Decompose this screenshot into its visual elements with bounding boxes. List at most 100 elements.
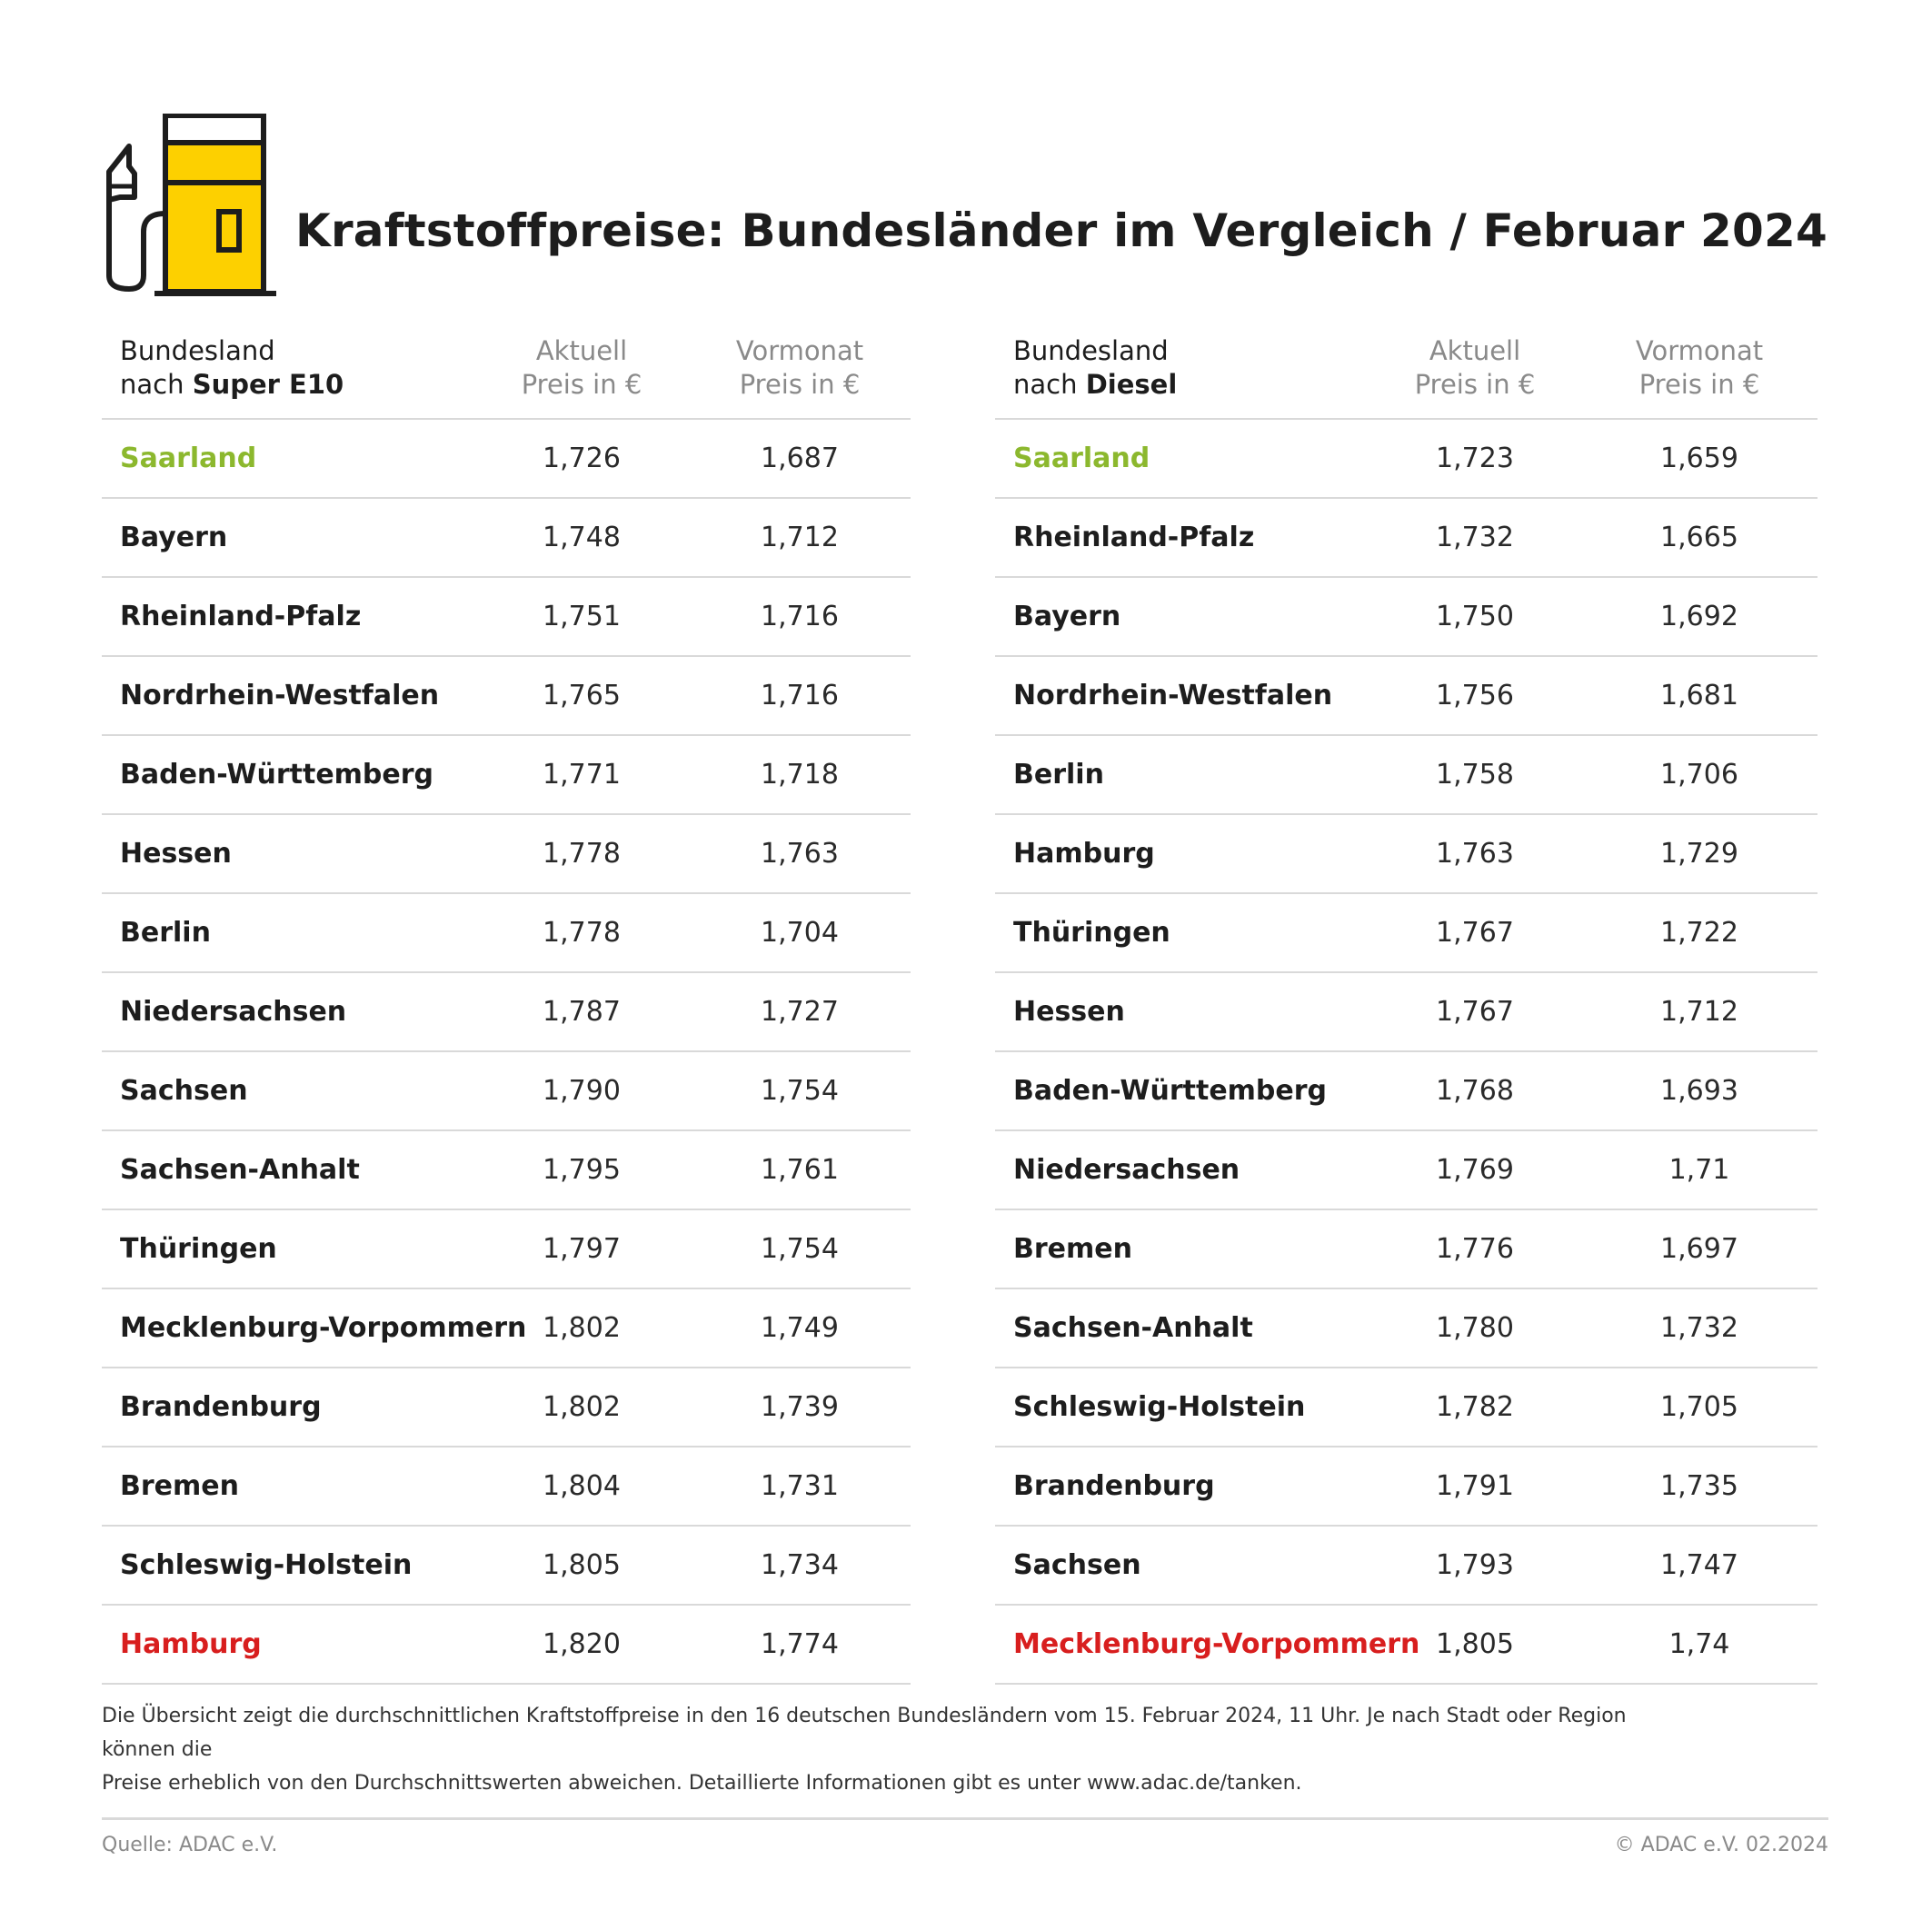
previous-price: 1,735	[1660, 1470, 1738, 1502]
column-header-aktuell: Aktuell Preis in €	[1414, 335, 1536, 400]
previous-price: 1,763	[761, 838, 839, 870]
column-header-aktuell: Aktuell Preis in €	[521, 335, 642, 400]
previous-price: 1,732	[1660, 1312, 1738, 1344]
table-row: Schleswig-Holstein 1,782 1,705	[995, 1368, 1817, 1447]
current-price: 1,763	[1436, 838, 1514, 870]
state-name: Niedersachsen	[120, 996, 347, 1028]
current-price: 1,782	[1436, 1391, 1514, 1423]
state-name: Sachsen-Anhalt	[120, 1154, 360, 1186]
page-title: Kraftstoffpreise: Bundesländer im Vergle…	[295, 204, 1828, 257]
state-name: Mecklenburg-Vorpommern	[1013, 1628, 1420, 1660]
current-price: 1,780	[1436, 1312, 1514, 1344]
diesel-table: Bundesland nach Diesel Aktuell Preis in …	[995, 329, 1817, 1685]
previous-price: 1,665	[1660, 522, 1738, 553]
state-name: Rheinland-Pfalz	[1013, 522, 1255, 553]
previous-price: 1,712	[761, 522, 839, 553]
table-row: Rheinland-Pfalz 1,732 1,665	[995, 499, 1817, 578]
table-row: Hamburg 1,763 1,729	[995, 815, 1817, 894]
source-text: Quelle: ADAC e.V.	[102, 1834, 278, 1856]
table-row: Brandenburg 1,802 1,739	[102, 1368, 911, 1447]
current-price: 1,778	[543, 838, 621, 870]
current-price: 1,767	[1436, 996, 1514, 1028]
table-row: Niedersachsen 1,769 1,71	[995, 1131, 1817, 1210]
previous-price: 1,716	[761, 601, 839, 632]
state-name: Sachsen-Anhalt	[1013, 1312, 1253, 1344]
current-price: 1,771	[543, 759, 621, 791]
previous-price: 1,729	[1660, 838, 1738, 870]
state-name: Berlin	[1013, 759, 1104, 791]
footnote: Die Übersicht zeigt die durchschnittlich…	[102, 1699, 1647, 1800]
table-row: Thüringen 1,797 1,754	[102, 1210, 911, 1289]
table-row: Sachsen-Anhalt 1,795 1,761	[102, 1131, 911, 1210]
state-name: Sachsen	[120, 1075, 248, 1107]
state-name: Baden-Württemberg	[120, 759, 434, 791]
super-e10-table: Bundesland nach Super E10 Aktuell Preis …	[102, 329, 911, 1685]
current-price: 1,723	[1436, 443, 1514, 474]
previous-price: 1,731	[761, 1470, 839, 1502]
previous-price: 1,659	[1660, 443, 1738, 474]
current-price: 1,778	[543, 917, 621, 949]
state-name: Saarland	[1013, 443, 1150, 474]
state-name: Schleswig-Holstein	[1013, 1391, 1306, 1423]
table-row: Sachsen-Anhalt 1,780 1,732	[995, 1289, 1817, 1368]
state-name: Nordrhein-Westfalen	[1013, 680, 1333, 711]
state-name: Saarland	[120, 443, 257, 474]
table-row: Mecklenburg-Vorpommern 1,805 1,74	[995, 1606, 1817, 1685]
state-name: Bremen	[120, 1470, 239, 1502]
table-row: Thüringen 1,767 1,722	[995, 894, 1817, 973]
table-row: Bayern 1,748 1,712	[102, 499, 911, 578]
current-price: 1,793	[1436, 1549, 1514, 1581]
previous-price: 1,749	[761, 1312, 839, 1344]
current-price: 1,768	[1436, 1075, 1514, 1107]
column-header-bundesland: Bundesland nach Diesel	[1013, 335, 1178, 400]
state-name: Bayern	[120, 522, 228, 553]
previous-price: 1,754	[761, 1075, 839, 1107]
table-row: Sachsen 1,793 1,747	[995, 1527, 1817, 1606]
table-row: Bremen 1,776 1,697	[995, 1210, 1817, 1289]
state-name: Bayern	[1013, 601, 1121, 632]
table-row: Baden-Württemberg 1,771 1,718	[102, 736, 911, 815]
state-name: Rheinland-Pfalz	[120, 601, 362, 632]
current-price: 1,802	[543, 1312, 621, 1344]
current-price: 1,797	[543, 1233, 621, 1265]
previous-price: 1,761	[761, 1154, 839, 1186]
current-price: 1,802	[543, 1391, 621, 1423]
previous-price: 1,681	[1660, 680, 1738, 711]
table-row: Berlin 1,758 1,706	[995, 736, 1817, 815]
current-price: 1,790	[543, 1075, 621, 1107]
previous-price: 1,716	[761, 680, 839, 711]
footnote-line: Preise erheblich von den Durchschnittswe…	[102, 1772, 1302, 1795]
current-price: 1,820	[543, 1628, 621, 1660]
fuel-pump-icon	[106, 114, 276, 296]
table-header: Bundesland nach Diesel Aktuell Preis in …	[995, 329, 1817, 420]
current-price: 1,758	[1436, 759, 1514, 791]
previous-price: 1,706	[1660, 759, 1738, 791]
previous-price: 1,734	[761, 1549, 839, 1581]
previous-price: 1,722	[1660, 917, 1738, 949]
table-row: Sachsen 1,790 1,754	[102, 1052, 911, 1131]
previous-price: 1,727	[761, 996, 839, 1028]
state-name: Brandenburg	[120, 1391, 322, 1423]
state-name: Berlin	[120, 917, 211, 949]
previous-price: 1,774	[761, 1628, 839, 1660]
current-price: 1,751	[543, 601, 621, 632]
current-price: 1,767	[1436, 917, 1514, 949]
table-row: Saarland 1,723 1,659	[995, 420, 1817, 499]
state-name: Schleswig-Holstein	[120, 1549, 413, 1581]
previous-price: 1,693	[1660, 1075, 1738, 1107]
table-row: Saarland 1,726 1,687	[102, 420, 911, 499]
current-price: 1,776	[1436, 1233, 1514, 1265]
previous-price: 1,687	[761, 443, 839, 474]
state-name: Hamburg	[1013, 838, 1155, 870]
state-name: Hessen	[1013, 996, 1125, 1028]
current-price: 1,750	[1436, 601, 1514, 632]
table-row: Berlin 1,778 1,704	[102, 894, 911, 973]
table-row: Bremen 1,804 1,731	[102, 1447, 911, 1527]
previous-price: 1,718	[761, 759, 839, 791]
current-price: 1,805	[1436, 1628, 1514, 1660]
current-price: 1,765	[543, 680, 621, 711]
footnote-line: Die Übersicht zeigt die durchschnittlich…	[102, 1705, 1627, 1761]
current-price: 1,787	[543, 996, 621, 1028]
state-name: Baden-Württemberg	[1013, 1075, 1328, 1107]
current-price: 1,756	[1436, 680, 1514, 711]
